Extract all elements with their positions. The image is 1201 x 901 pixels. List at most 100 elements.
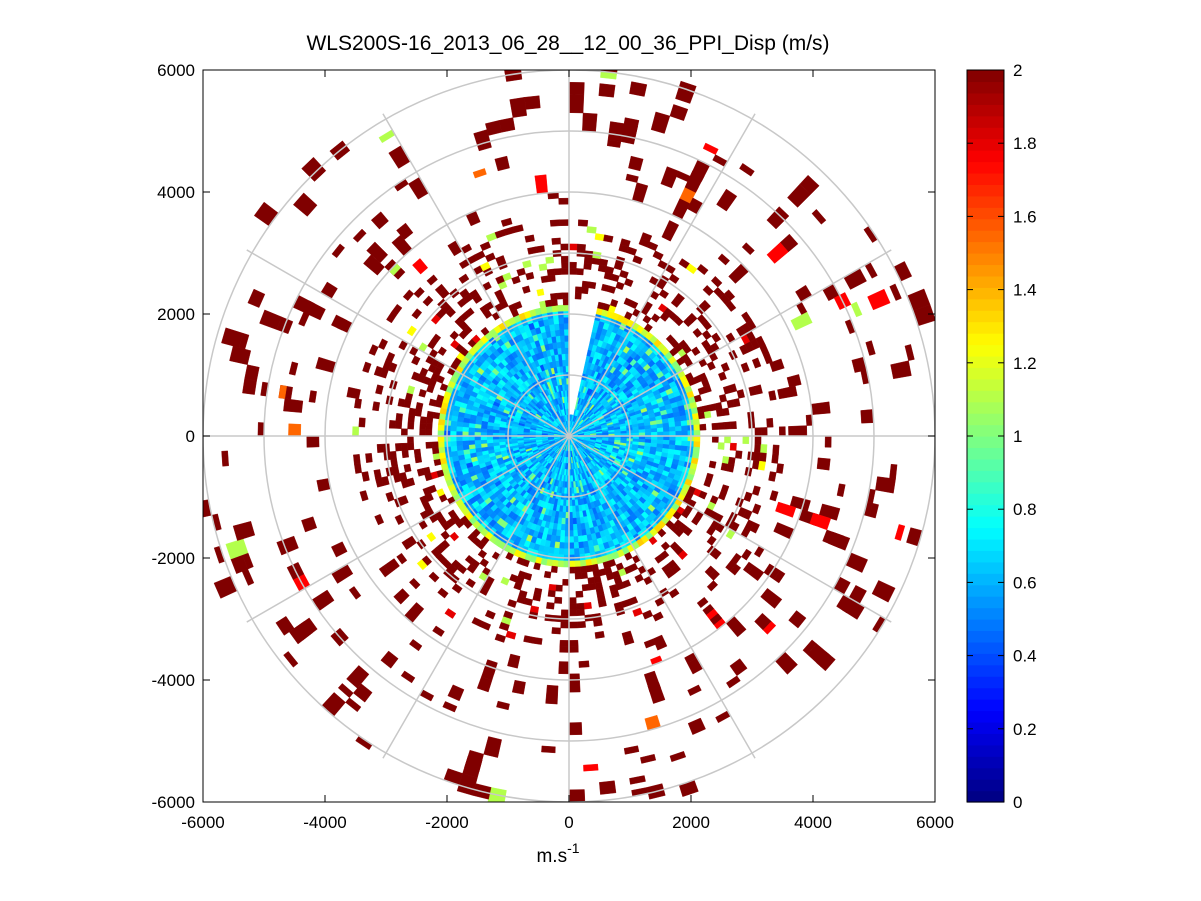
radar-cell bbox=[525, 271, 535, 281]
radar-cell bbox=[559, 329, 565, 336]
radar-cell bbox=[871, 580, 896, 603]
radar-cell bbox=[583, 546, 590, 555]
radar-cell bbox=[373, 469, 382, 480]
radar-cell bbox=[762, 621, 777, 635]
radar-cell bbox=[522, 260, 532, 269]
colorbar-step bbox=[967, 70, 1004, 83]
radar-cell bbox=[702, 142, 719, 155]
colorbar-step bbox=[967, 596, 1004, 609]
radar-cell bbox=[574, 572, 582, 580]
radar-cell bbox=[428, 571, 440, 583]
radar-cell bbox=[373, 365, 383, 377]
radar-cell bbox=[422, 486, 432, 496]
y-tick-label: 6000 bbox=[157, 61, 195, 80]
radar-cell bbox=[456, 425, 463, 432]
radar-cell bbox=[867, 288, 891, 311]
radar-cell bbox=[568, 673, 581, 693]
radar-cell bbox=[709, 613, 723, 625]
radar-cell bbox=[638, 429, 646, 434]
radar-cell bbox=[283, 651, 299, 668]
radar-cell bbox=[400, 670, 416, 684]
radar-cell bbox=[574, 292, 582, 300]
radar-cell bbox=[623, 745, 640, 755]
colorbar-tick-label: 1.2 bbox=[1013, 354, 1037, 373]
radar-cell bbox=[681, 435, 689, 442]
radar-cell bbox=[437, 430, 445, 437]
radar-cell bbox=[726, 675, 741, 689]
colorbar-step bbox=[967, 767, 1004, 780]
colorbar-step bbox=[967, 207, 1004, 220]
radar-cell bbox=[456, 440, 463, 447]
radar-cell bbox=[538, 263, 548, 272]
radar-cell bbox=[498, 438, 506, 443]
radar-cell bbox=[875, 476, 896, 494]
radar-cell bbox=[359, 490, 369, 502]
radar-cell bbox=[378, 338, 388, 350]
radar-cell bbox=[541, 745, 556, 754]
colorbar-step bbox=[967, 687, 1004, 700]
radar-cell bbox=[754, 435, 762, 445]
radar-cell bbox=[751, 503, 762, 515]
radar-cell bbox=[677, 550, 688, 560]
radar-cell bbox=[469, 289, 480, 299]
radar-cell bbox=[732, 398, 741, 408]
colorbar-step bbox=[967, 150, 1004, 163]
radar-cell bbox=[259, 309, 282, 330]
radar-cell bbox=[406, 325, 417, 337]
radar-cell bbox=[711, 435, 719, 443]
radar-cell bbox=[449, 430, 457, 437]
radar-cell bbox=[353, 454, 361, 465]
radar-cell bbox=[462, 444, 470, 451]
radar-cell bbox=[752, 485, 761, 496]
radar-cell bbox=[675, 440, 682, 447]
radar-cell bbox=[721, 407, 730, 416]
radar-cell bbox=[691, 516, 701, 526]
radar-cell bbox=[579, 559, 587, 567]
radar-cell bbox=[413, 286, 425, 299]
radar-cell bbox=[459, 288, 470, 299]
colorbar-step bbox=[967, 275, 1004, 288]
colorbar-step bbox=[967, 607, 1004, 620]
radar-cell bbox=[557, 560, 564, 568]
radar-cell bbox=[754, 427, 762, 437]
colorbar-step bbox=[967, 253, 1004, 266]
radar-cell bbox=[432, 625, 445, 637]
radar-cell bbox=[559, 335, 566, 343]
radar-cell bbox=[668, 588, 680, 599]
radar-cell bbox=[769, 358, 785, 373]
radar-cell bbox=[581, 286, 589, 295]
radar-cell bbox=[576, 608, 585, 617]
radar-cell bbox=[278, 384, 287, 399]
polar-grid-spoke bbox=[568, 435, 756, 759]
radar-cell bbox=[788, 610, 807, 629]
radar-cell bbox=[536, 288, 545, 297]
radar-cell bbox=[385, 491, 395, 502]
radar-cell bbox=[692, 418, 700, 426]
radar-cell bbox=[444, 608, 457, 619]
radar-cell bbox=[301, 516, 318, 533]
radar-cell bbox=[780, 233, 799, 252]
radar-cell bbox=[632, 255, 643, 265]
colorbar-tick-label: 1.6 bbox=[1013, 207, 1037, 226]
radar-cell bbox=[568, 722, 583, 736]
radar-cell bbox=[462, 426, 469, 432]
radar-cell bbox=[625, 173, 639, 183]
radar-cell bbox=[646, 241, 659, 252]
radar-cell bbox=[735, 450, 743, 459]
radar-cell bbox=[583, 256, 593, 264]
colorbar-step bbox=[967, 756, 1004, 769]
radar-cell bbox=[568, 597, 577, 605]
radar-cell bbox=[624, 552, 633, 561]
radar-cell bbox=[751, 357, 762, 369]
radar-cell bbox=[568, 639, 579, 647]
radar-cell bbox=[380, 650, 399, 669]
radar-cell bbox=[669, 751, 687, 763]
radar-cell bbox=[568, 261, 577, 269]
radar-cell bbox=[374, 513, 385, 526]
colorbar-step bbox=[967, 470, 1004, 483]
radar-cell bbox=[247, 288, 266, 308]
radar-cell bbox=[786, 374, 802, 388]
radar-cell bbox=[598, 258, 609, 267]
radar-cell bbox=[556, 341, 562, 349]
radar-cell bbox=[708, 460, 717, 469]
